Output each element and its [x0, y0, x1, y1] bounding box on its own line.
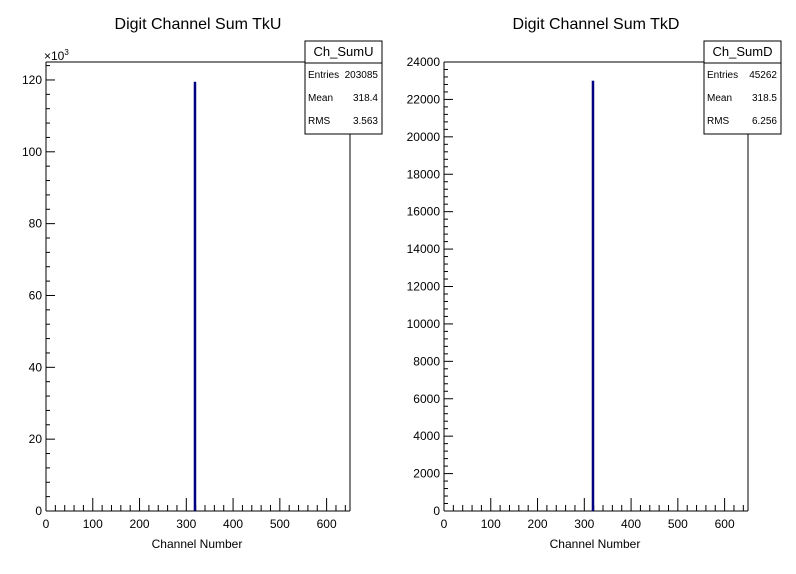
- x-tick-label: 400: [223, 517, 243, 531]
- y-tick-label: 20000: [407, 130, 441, 144]
- histogram-left: Digit Channel Sum TkU 0 100 200 300 400 500 60…: [22, 16, 383, 551]
- x-tick-label: 300: [176, 517, 196, 531]
- y-tick-label: 100: [22, 145, 42, 159]
- x-tick-label: 0: [43, 517, 50, 531]
- x-tick-label: 100: [481, 517, 501, 531]
- y-tick-label: 0: [433, 504, 440, 518]
- y-tick-label: 60: [29, 288, 43, 302]
- stats-name-right: Ch_SumD: [713, 44, 773, 59]
- stats-entries-value-right: 45262: [749, 70, 777, 81]
- x-tick-label: 200: [528, 517, 548, 531]
- y-tick-label: 24000: [407, 55, 441, 69]
- stats-rms-value-left: 3.563: [353, 116, 378, 127]
- plot-frame-left: [45, 61, 351, 512]
- plot-frame-right: [443, 61, 749, 512]
- stats-entries-value-left: 203085: [345, 70, 379, 81]
- x-tick-label: 500: [668, 517, 688, 531]
- y-tick-label: 6000: [413, 392, 440, 406]
- x-tick-label: 200: [130, 517, 150, 531]
- y-tick-label: 80: [29, 217, 43, 231]
- y-tick-label: 12000: [407, 280, 441, 294]
- histogram-bin: [193, 81, 197, 512]
- stats-mean-value-right: 318.5: [752, 93, 777, 104]
- x-tick-label: 300: [574, 517, 594, 531]
- y-tick-label: 10000: [407, 317, 441, 331]
- ticks-left: 0 100 200 300 400 500 600 0 20 40 60 80 100 120: [22, 65, 346, 531]
- stats-mean-value-left: 318.4: [353, 93, 378, 104]
- y-tick-label: 0: [35, 504, 42, 518]
- chart-title-right: Digit Channel Sum TkD: [513, 16, 680, 33]
- stats-box-right: Ch_SumD Entries 45262 Mean 318.5 RMS 6.2…: [703, 40, 782, 135]
- bars-left: [193, 81, 197, 512]
- y-tick-label: 4000: [413, 429, 440, 443]
- x-tick-label: 0: [441, 517, 448, 531]
- histogram-bin: [591, 80, 595, 511]
- stats-rms-label-right: RMS: [707, 116, 730, 127]
- x-axis-label-left: Channel Number: [152, 537, 243, 551]
- y-tick-label: 16000: [407, 205, 441, 219]
- y-tick-label: 8000: [413, 354, 440, 368]
- stats-mean-label-right: Mean: [707, 93, 732, 104]
- y-tick-label: 20: [29, 432, 43, 446]
- stats-rms-label-left: RMS: [308, 116, 331, 127]
- y-tick-label: 22000: [407, 92, 441, 106]
- x-tick-label: 600: [317, 517, 337, 531]
- ticks-right: 0 100 200 300 400 500 600020004000600080001000…: [407, 55, 744, 531]
- stats-box-left: Ch_SumU Entries 203085 Mean 318.4 RMS 3.…: [304, 40, 383, 135]
- y-tick-label: 2000: [413, 467, 440, 481]
- x-tick-label: 500: [270, 517, 290, 531]
- y-tick-label: 14000: [407, 242, 441, 256]
- x-tick-label: 600: [715, 517, 735, 531]
- stats-entries-label-left: Entries: [308, 70, 339, 81]
- bars-right: [591, 80, 595, 511]
- y-tick-label: 40: [29, 360, 43, 374]
- y-multiplier-left: ×103: [44, 48, 69, 63]
- x-tick-label: 400: [621, 517, 641, 531]
- y-tick-label: 18000: [407, 167, 441, 181]
- stats-name-left: Ch_SumU: [314, 44, 374, 59]
- stats-box-frame-left: [304, 40, 383, 135]
- x-axis-label-right: Channel Number: [550, 537, 641, 551]
- y-tick-label: 120: [22, 73, 42, 87]
- stats-mean-label-left: Mean: [308, 93, 333, 104]
- stats-rms-value-right: 6.256: [752, 116, 777, 127]
- chart-title-left: Digit Channel Sum TkU: [115, 16, 282, 33]
- x-tick-label: 100: [83, 517, 103, 531]
- stats-box-frame-right: [703, 40, 782, 135]
- histogram-right: Digit Channel Sum TkD 0 100 200 300 400 500 60…: [407, 16, 782, 551]
- stats-entries-label-right: Entries: [707, 70, 738, 81]
